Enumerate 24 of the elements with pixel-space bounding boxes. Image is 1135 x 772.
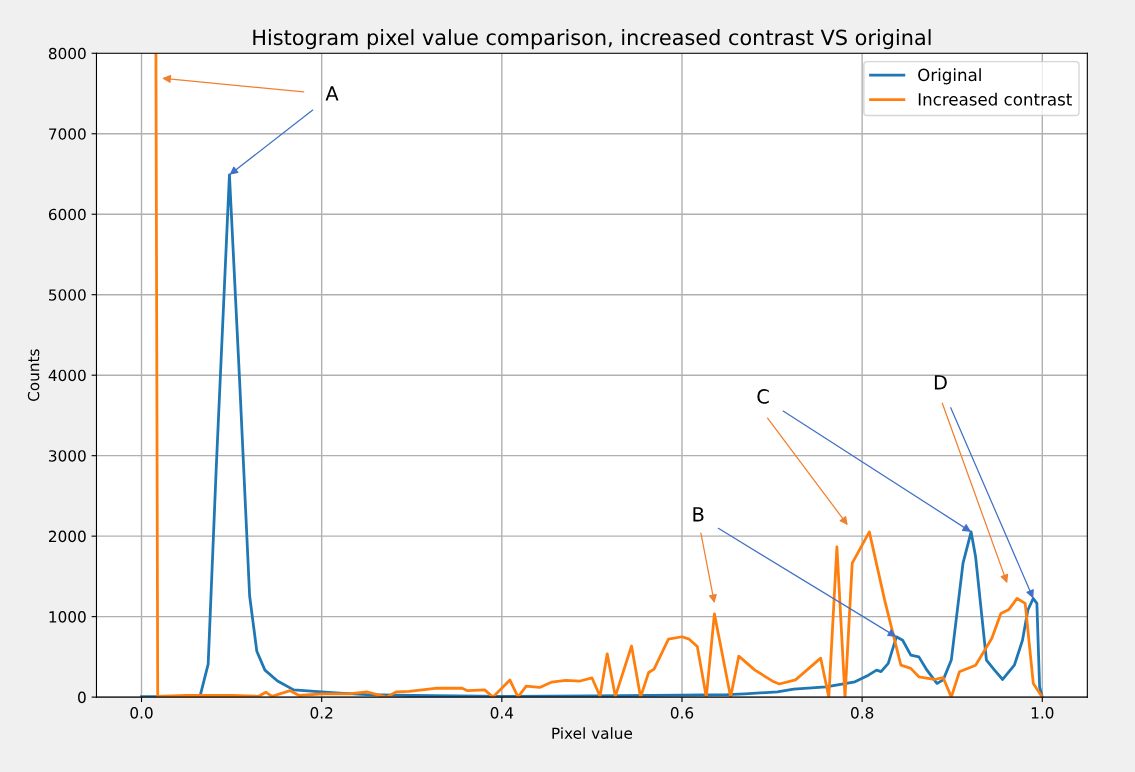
chart-title: Histogram pixel value comparison, increased contrast VS original (253, 29, 931, 50)
y-tick-label: 5000 (49, 289, 86, 301)
x-tick-label: 0.8 (850, 707, 874, 719)
annotation: B (693, 507, 704, 522)
x-tick-label: 0.6 (670, 707, 694, 719)
y-tick-label: 6000 (48, 208, 86, 221)
y-tick-label: 1000 (49, 611, 86, 623)
y-tick-label: 7000 (49, 128, 86, 140)
y-axis-title: Counts (27, 349, 40, 401)
y-tick-label: 8000 (48, 47, 86, 60)
annotation: C (757, 389, 769, 404)
x-axis-title: Pixel value (552, 727, 633, 740)
x-tick-label: 0.0 (130, 707, 153, 719)
annotation: A (325, 86, 339, 101)
y-tick-label: 3000 (49, 450, 86, 462)
y-tick-label: 0 (78, 691, 86, 704)
y-tick-label: 4000 (48, 369, 86, 382)
annotation: D (934, 375, 947, 390)
y-tick-label: 2000 (48, 530, 86, 543)
x-tick-label: 0.4 (490, 707, 514, 719)
legend-label: Original (918, 68, 981, 85)
x-tick-label: 0.2 (310, 707, 333, 719)
legend-label: Increased contrast (918, 92, 1072, 106)
x-tick-label: 1.0 (1031, 707, 1054, 719)
